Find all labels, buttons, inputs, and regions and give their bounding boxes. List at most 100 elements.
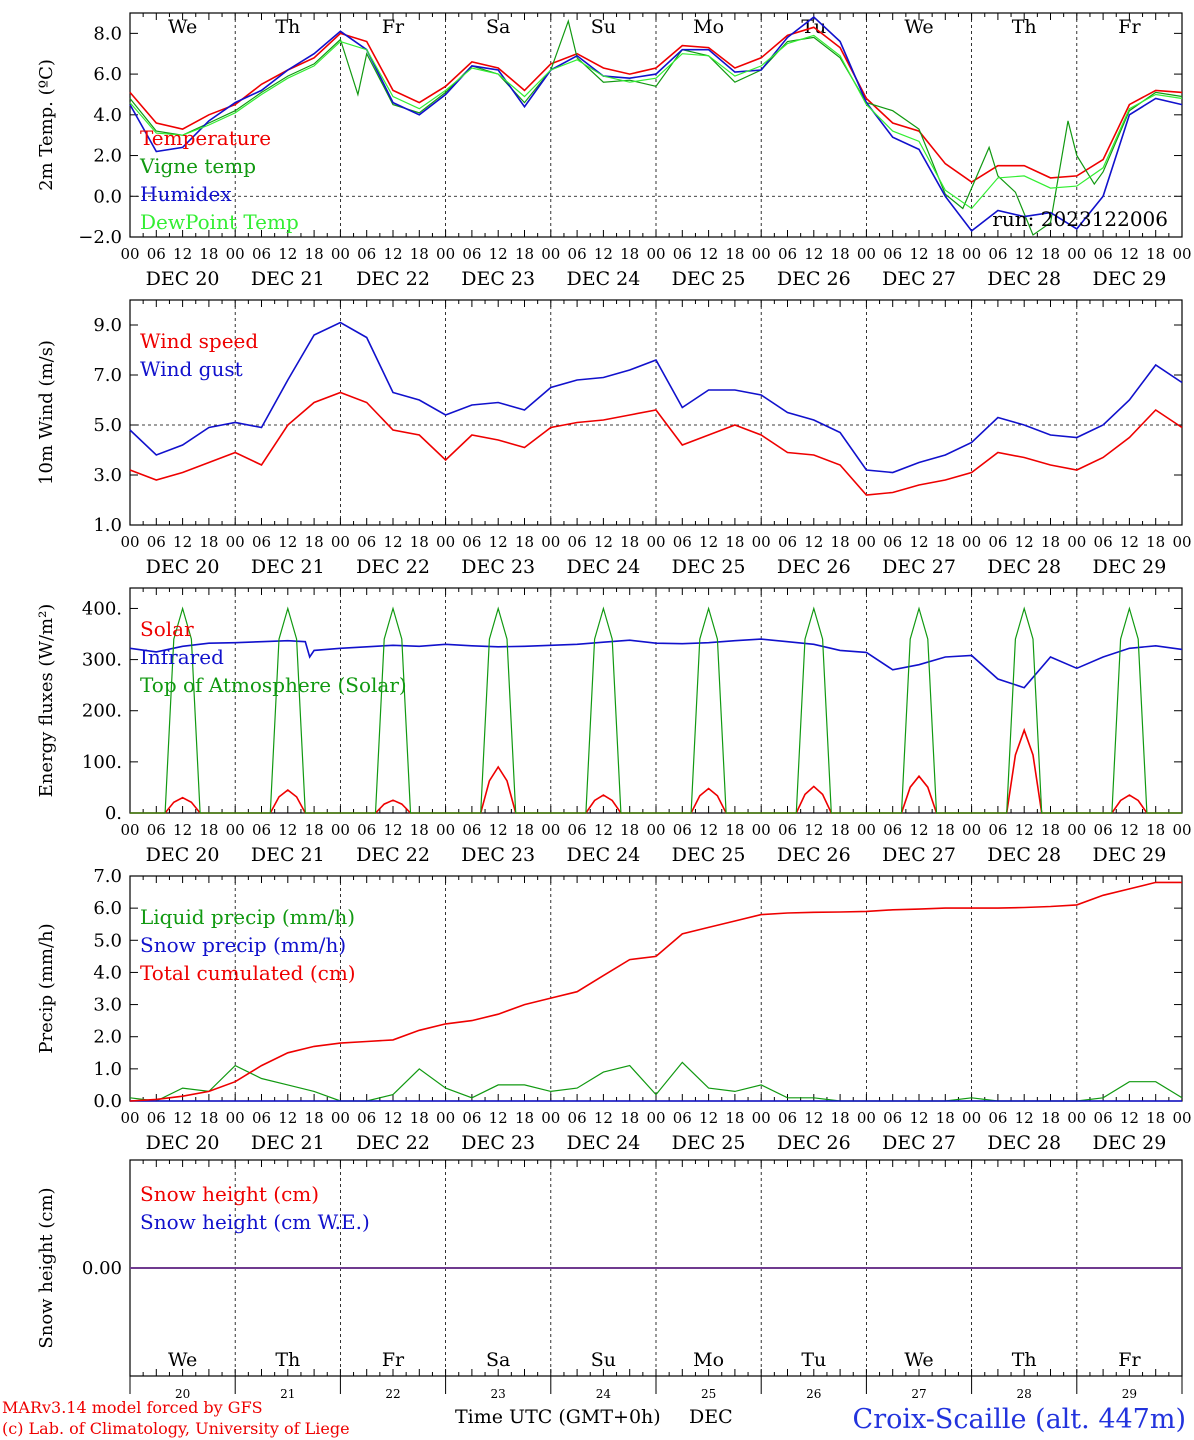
day-number: 23 [491,1387,506,1401]
x-hour-label: 06 [778,821,797,839]
x-hour-label: 00 [857,821,876,839]
y-tick-label: 9.0 [93,315,122,336]
x-hour-label: 12 [489,821,508,839]
x-date-label: DEC 27 [882,268,956,290]
day-number: 22 [385,1387,400,1401]
x-hour-label: 12 [699,533,718,551]
x-hour-label: 00 [646,821,665,839]
x-date-label: DEC 28 [987,268,1061,290]
x-hour-label: 06 [147,245,166,263]
x-axis-title: Time UTC (GMT+0h) [455,1406,661,1428]
plot-frame [129,587,1183,814]
x-hour-label: 00 [331,533,350,551]
x-hour-label: 06 [568,1109,587,1127]
y-tick-label: 2.0 [93,1027,122,1048]
x-hour-label: 18 [831,533,850,551]
y-tick-label: 5.0 [93,415,122,436]
legend-entry: Humidex [140,182,232,206]
x-hour-label: 18 [1146,821,1165,839]
x-hour-label: 06 [357,1109,376,1127]
x-hour-label: 18 [1146,1109,1165,1127]
x-hour-label: 12 [1015,533,1034,551]
x-hour-label: 00 [331,821,350,839]
x-hour-label: 00 [436,533,455,551]
x-hour-label: 00 [857,533,876,551]
day-name: Tu [801,1349,826,1371]
x-hour-label: 18 [620,533,639,551]
x-hour-label: 00 [962,533,981,551]
x-hour-label: 00 [646,533,665,551]
x-hour-label: 12 [699,821,718,839]
x-hour-label: 12 [804,245,823,263]
x-hour-label: 12 [594,245,613,263]
y-tick-label: 100. [82,752,122,773]
x-hour-label: 06 [883,821,902,839]
x-hour-label: 18 [1041,245,1060,263]
x-hour-label: 00 [436,821,455,839]
legend-entry: DewPoint Temp [140,210,299,234]
x-hour-label: 18 [199,245,218,263]
day-name: Fr [382,16,405,38]
x-hour-label: 06 [252,245,271,263]
plot-frame [129,12,1183,238]
legend-entry: Snow height (cm) [140,1182,319,1206]
x-hour-label: 06 [1094,245,1113,263]
chart-panel-1: −2.0 0.0 2.0 4.0 6.0 8.0 2m Temp. (ºC) 00 06 12 18… [36,12,1192,290]
day-name: Fr [382,1349,405,1371]
legend-entry: Infrared [140,645,224,669]
x-hour-label: 18 [515,1109,534,1127]
x-hour-label: 00 [541,821,560,839]
x-date-label: DEC 21 [251,844,325,866]
x-hour-label: 12 [699,245,718,263]
x-date-label: DEC 26 [777,556,851,578]
x-hour-label: 12 [278,821,297,839]
x-date-label: DEC 29 [1092,844,1166,866]
x-hour-label: 00 [962,1109,981,1127]
x-hour-label: 12 [383,245,402,263]
x-hour-label: 12 [804,533,823,551]
credit-line-2: (c) Lab. of Climatology, University of L… [2,1419,350,1438]
x-hour-label: 00 [752,1109,771,1127]
y-tick-label: 6.0 [93,898,122,919]
x-date-label: DEC 22 [356,844,430,866]
day-name: Fr [1118,16,1141,38]
day-name: Mo [693,16,724,38]
series-line-4 [129,34,1183,210]
day-name: Th [1012,16,1037,38]
x-date-label: DEC 28 [987,844,1061,866]
x-date-label: DEC 23 [461,844,535,866]
x-hour-label: 12 [173,533,192,551]
x-hour-label: 00 [331,245,350,263]
day-number: 21 [280,1387,295,1401]
x-hour-label: 00 [226,1109,245,1127]
y-tick-label: 0.0 [93,1091,122,1112]
x-hour-label: 06 [673,821,692,839]
series-line-3 [129,881,1182,1102]
x-hour-label: 12 [804,1109,823,1127]
x-hour-label: 00 [120,821,139,839]
x-hour-label: 12 [594,533,613,551]
x-hour-label: 18 [725,533,744,551]
x-hour-label: 00 [120,533,139,551]
day-name: Th [1012,1349,1037,1371]
x-hour-label: 00 [226,533,245,551]
day-name: We [168,1349,197,1371]
x-date-label: DEC 29 [1092,268,1166,290]
x-hour-label: 06 [778,1109,797,1127]
x-hour-label: 18 [1041,821,1060,839]
series-line-2 [129,638,1183,689]
x-date-label: DEC 24 [566,844,640,866]
x-hour-label: 00 [1172,245,1191,263]
x-date-label: DEC 22 [356,268,430,290]
x-hour-label: 06 [462,245,481,263]
y-tick-label: 7.0 [93,866,122,887]
x-hour-label: 18 [936,245,955,263]
credit-line-1: MARv3.14 model forced by GFS [2,1398,263,1417]
x-hour-label: 12 [278,245,297,263]
x-hour-label: 12 [1120,821,1139,839]
x-hour-label: 06 [147,1109,166,1127]
x-hour-label: 18 [936,533,955,551]
day-number: 24 [596,1387,612,1401]
x-hour-label: 18 [1041,533,1060,551]
x-hour-label: 18 [936,821,955,839]
